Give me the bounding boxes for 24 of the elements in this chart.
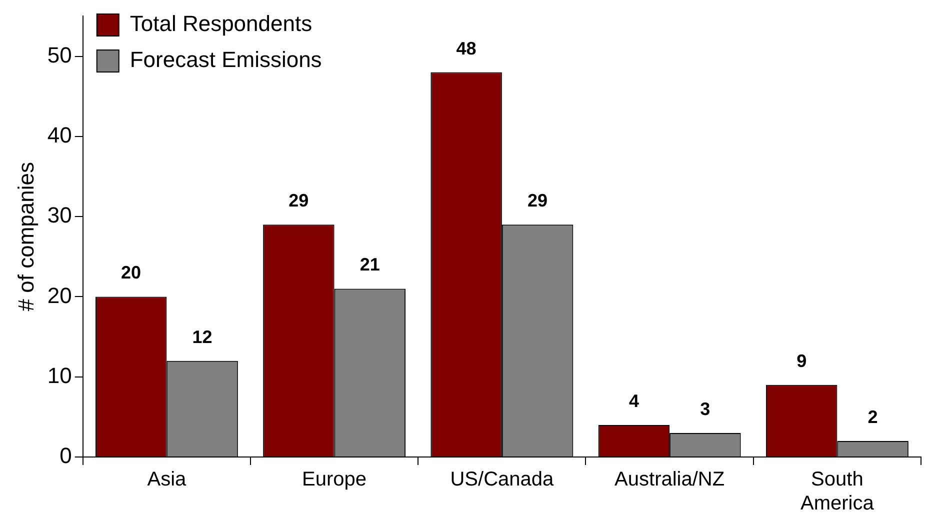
data-label: 21 [360,254,380,275]
y-tick-label: 10 [47,362,72,388]
data-label: 9 [796,350,807,371]
legend-label: Total Respondents [130,11,312,36]
y-axis-title: # of companies [13,162,38,312]
x-tick-label: US/Canada [450,468,555,491]
data-label: 12 [192,326,212,347]
x-tick-label: Europe [302,468,367,491]
y-tick-label: 0 [60,443,72,468]
data-label: 3 [700,398,710,419]
x-tick-label: Asia [147,468,188,491]
y-tick-label: 40 [47,122,72,148]
data-label: 20 [121,262,142,283]
x-tick-label: South America [800,468,875,515]
y-tick-label: 50 [47,42,72,68]
y-tick-label: 30 [47,202,72,228]
legend-label: Forecast Emissions [130,47,322,72]
y-tick-label: 20 [47,282,72,308]
data-label: 29 [288,190,309,211]
data-label: 4 [628,390,639,411]
data-label: 48 [456,38,476,58]
data-label: 2 [868,406,878,427]
x-tick-label: Australia/NZ [614,468,725,491]
data-label: 29 [528,190,548,211]
